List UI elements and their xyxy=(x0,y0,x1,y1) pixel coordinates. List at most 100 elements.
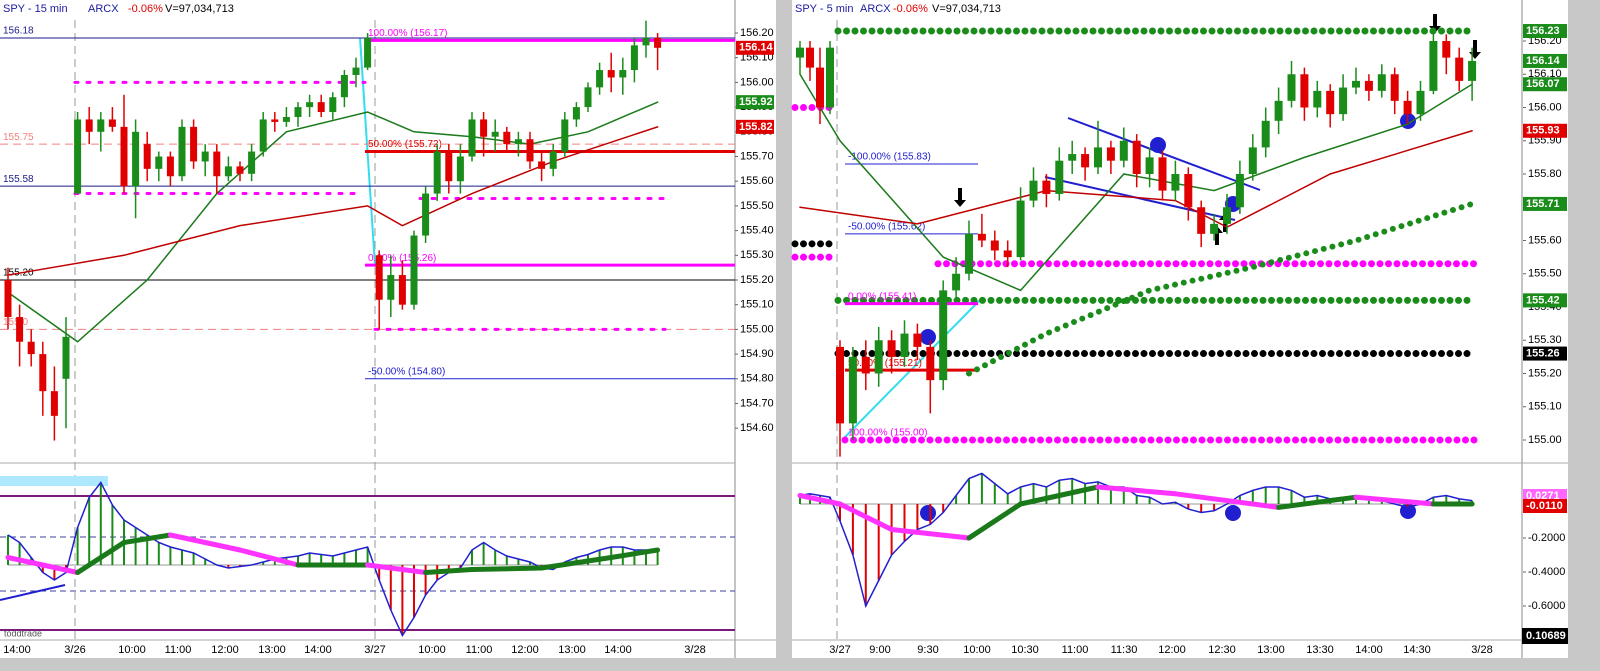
signal-line xyxy=(1018,484,1101,507)
signal-line xyxy=(797,493,843,507)
candle-body xyxy=(806,47,814,68)
price-tag: 155.71 xyxy=(1526,198,1560,210)
signal-line xyxy=(837,501,895,532)
watermark: toddtrade xyxy=(4,628,42,638)
candle-body xyxy=(398,275,406,305)
candle-body xyxy=(468,119,476,157)
candle-body xyxy=(572,107,580,120)
level-label: 100.00% (156.17) xyxy=(368,28,448,39)
price-tag: 155.82 xyxy=(739,121,773,133)
indicator-tag-box xyxy=(1523,499,1567,513)
candle-body xyxy=(561,119,569,152)
candle-body xyxy=(939,290,948,381)
header-change: -0.06% xyxy=(128,3,163,15)
candle-body xyxy=(97,119,105,132)
signal-line xyxy=(121,532,173,545)
candle-body xyxy=(1003,250,1012,258)
x-tick-label: 3/26 xyxy=(64,644,85,656)
candle-body xyxy=(1068,154,1077,161)
signal-line xyxy=(1276,494,1359,510)
level-label: 0.00% (155.41) xyxy=(848,291,916,302)
price-tag: 155.42 xyxy=(1526,294,1560,306)
candle-body xyxy=(1339,87,1348,115)
candle-body xyxy=(352,67,360,75)
x-tick-label: 13:00 xyxy=(258,644,286,656)
x-tick-label: 11:00 xyxy=(165,644,192,656)
price-tag: 156.23 xyxy=(1526,25,1560,37)
candle-body xyxy=(271,119,279,122)
x-tick-label: 3/27 xyxy=(364,644,385,656)
x-tick-label: 14:30 xyxy=(1403,644,1431,656)
trend-line xyxy=(0,584,66,601)
candle-body xyxy=(259,119,267,152)
candle-body xyxy=(1287,74,1296,101)
candle-body xyxy=(836,346,844,424)
candle-body xyxy=(1235,174,1244,208)
candle-body xyxy=(1274,100,1283,121)
signal-line xyxy=(469,565,545,572)
y-tick-label: 155.00 xyxy=(1528,434,1562,446)
y-tick-label: 155.50 xyxy=(1528,268,1562,280)
candle-body xyxy=(27,341,35,355)
candle-body xyxy=(456,156,464,182)
candle-body xyxy=(294,107,302,117)
level-label: 156.18 xyxy=(3,26,34,37)
candle-body xyxy=(1106,147,1115,161)
signal-icon xyxy=(1225,505,1241,521)
y-tick-label: 156.20 xyxy=(740,27,774,39)
candle-body xyxy=(480,119,488,137)
signal-line xyxy=(237,547,301,568)
y-tick-label: 155.50 xyxy=(740,200,774,212)
signal-line xyxy=(966,501,1024,541)
candle-body xyxy=(62,336,70,379)
candle-body xyxy=(642,37,650,46)
x-tick-label: 11:00 xyxy=(1062,644,1089,656)
channel-line xyxy=(1067,117,1261,191)
candle-body xyxy=(108,119,116,127)
indicator-tag: -0.0110 xyxy=(1526,500,1563,512)
candle-body xyxy=(596,70,604,88)
candle-body xyxy=(1184,174,1193,208)
candle-body xyxy=(826,47,834,108)
candle-body xyxy=(952,273,961,291)
x-tick-label: 13:00 xyxy=(1257,644,1285,656)
x-tick-label: 3/27 xyxy=(829,644,850,656)
level-label: 50.00% (155.72) xyxy=(368,139,442,150)
candle-body xyxy=(1416,90,1425,115)
level-label: 0.00% (155.26) xyxy=(368,253,436,264)
x-tick-label: 13:30 xyxy=(1306,644,1334,656)
price-tag-box xyxy=(1523,346,1567,361)
y-tick-label: 155.40 xyxy=(740,225,774,237)
price-tag-box xyxy=(1523,53,1567,68)
y-tick-label: 155.10 xyxy=(1528,401,1562,413)
candle-body xyxy=(340,74,348,98)
indicator-tag: 0.10689 xyxy=(1526,630,1566,642)
y-tick-label: 154.60 xyxy=(740,422,774,434)
x-tick-label: 12:00 xyxy=(511,644,539,656)
candle-body xyxy=(282,116,290,122)
candle-body xyxy=(1210,223,1219,234)
candle-body xyxy=(50,391,58,416)
x-tick-label: 10:00 xyxy=(418,644,446,656)
candle-body xyxy=(306,102,314,108)
price-tag-box xyxy=(1523,293,1567,308)
level-label: 155.58 xyxy=(3,174,34,185)
price-tag: 156.14 xyxy=(1526,55,1561,67)
y-tick-label: 156.00 xyxy=(740,76,774,88)
arrow-down xyxy=(954,188,966,207)
x-tick-label: 14:00 xyxy=(3,644,31,656)
level-label: 50.00% (155.21) xyxy=(848,358,922,369)
candle-body xyxy=(329,97,337,113)
x-tick-label: 9:30 xyxy=(917,644,938,656)
price-tag-box xyxy=(1523,123,1567,138)
candle-body xyxy=(433,151,441,194)
candle-body xyxy=(213,151,221,177)
candle-body xyxy=(1248,147,1257,174)
signal-line xyxy=(889,527,972,541)
y-tick-label: 155.80 xyxy=(1528,168,1562,180)
level-label: 155.75 xyxy=(3,132,34,143)
candle-body xyxy=(491,131,499,137)
price-tag: 155.26 xyxy=(1526,347,1560,359)
price-tag-box xyxy=(1523,196,1567,211)
